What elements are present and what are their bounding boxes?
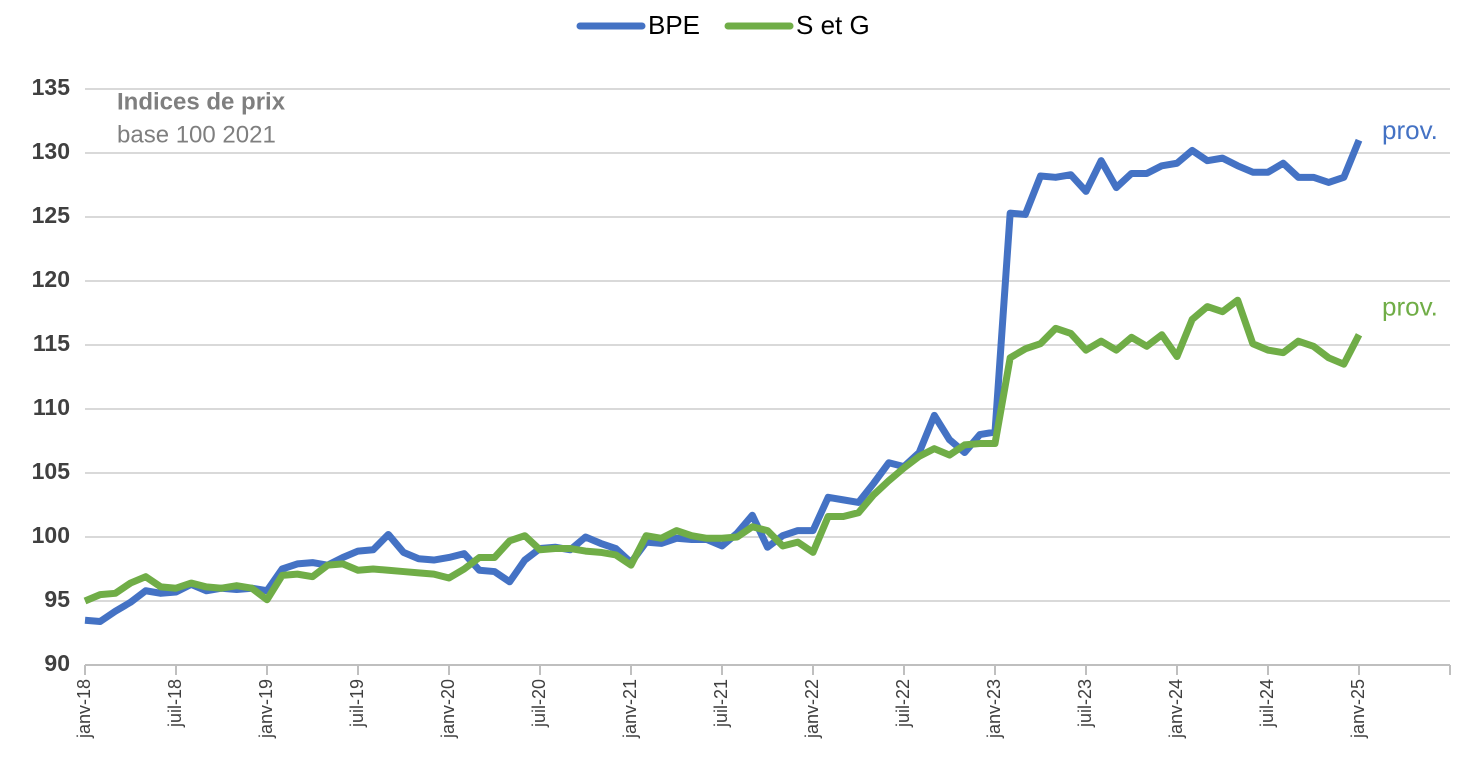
x-tick-label: juil-18 <box>165 679 185 728</box>
x-tick-label: janv-24 <box>1166 679 1186 739</box>
x-tick-label: janv-23 <box>984 679 1004 739</box>
x-tick-label: juil-23 <box>1075 679 1095 728</box>
series-line <box>84 138 1363 625</box>
x-tick-label: janv-18 <box>74 679 94 739</box>
series-line <box>83 296 1363 605</box>
legend-label: BPE <box>648 10 700 40</box>
x-tick-label: janv-25 <box>1348 679 1368 739</box>
y-tick-label: 95 <box>44 586 70 612</box>
end-label: prov. <box>1382 292 1438 322</box>
x-tick-label: janv-19 <box>256 679 276 739</box>
x-tick-label: juil-22 <box>893 679 913 728</box>
y-tick-label: 105 <box>32 458 71 484</box>
y-tick-label: 110 <box>33 394 70 420</box>
annotation-subtitle: base 100 2021 <box>117 121 276 148</box>
x-tick-label: juil-19 <box>347 679 367 728</box>
y-tick-label: 120 <box>32 266 70 292</box>
annotation-title: Indices de prix <box>117 88 286 115</box>
x-tick-label: juil-20 <box>529 679 549 728</box>
y-tick-label: 125 <box>32 202 71 228</box>
x-tick-label: janv-22 <box>802 679 822 739</box>
y-tick-label: 90 <box>44 650 70 676</box>
x-tick-label: juil-24 <box>1257 679 1277 728</box>
x-tick-label: janv-21 <box>620 679 640 739</box>
y-tick-label: 130 <box>32 138 70 164</box>
y-tick-label: 135 <box>32 74 71 100</box>
end-label: prov. <box>1382 115 1438 145</box>
y-tick-label: 100 <box>32 522 70 548</box>
y-tick-label: 115 <box>33 330 70 356</box>
x-tick-label: janv-20 <box>438 679 458 739</box>
x-tick-label: juil-21 <box>711 679 731 728</box>
legend-label: S et G <box>796 10 870 40</box>
